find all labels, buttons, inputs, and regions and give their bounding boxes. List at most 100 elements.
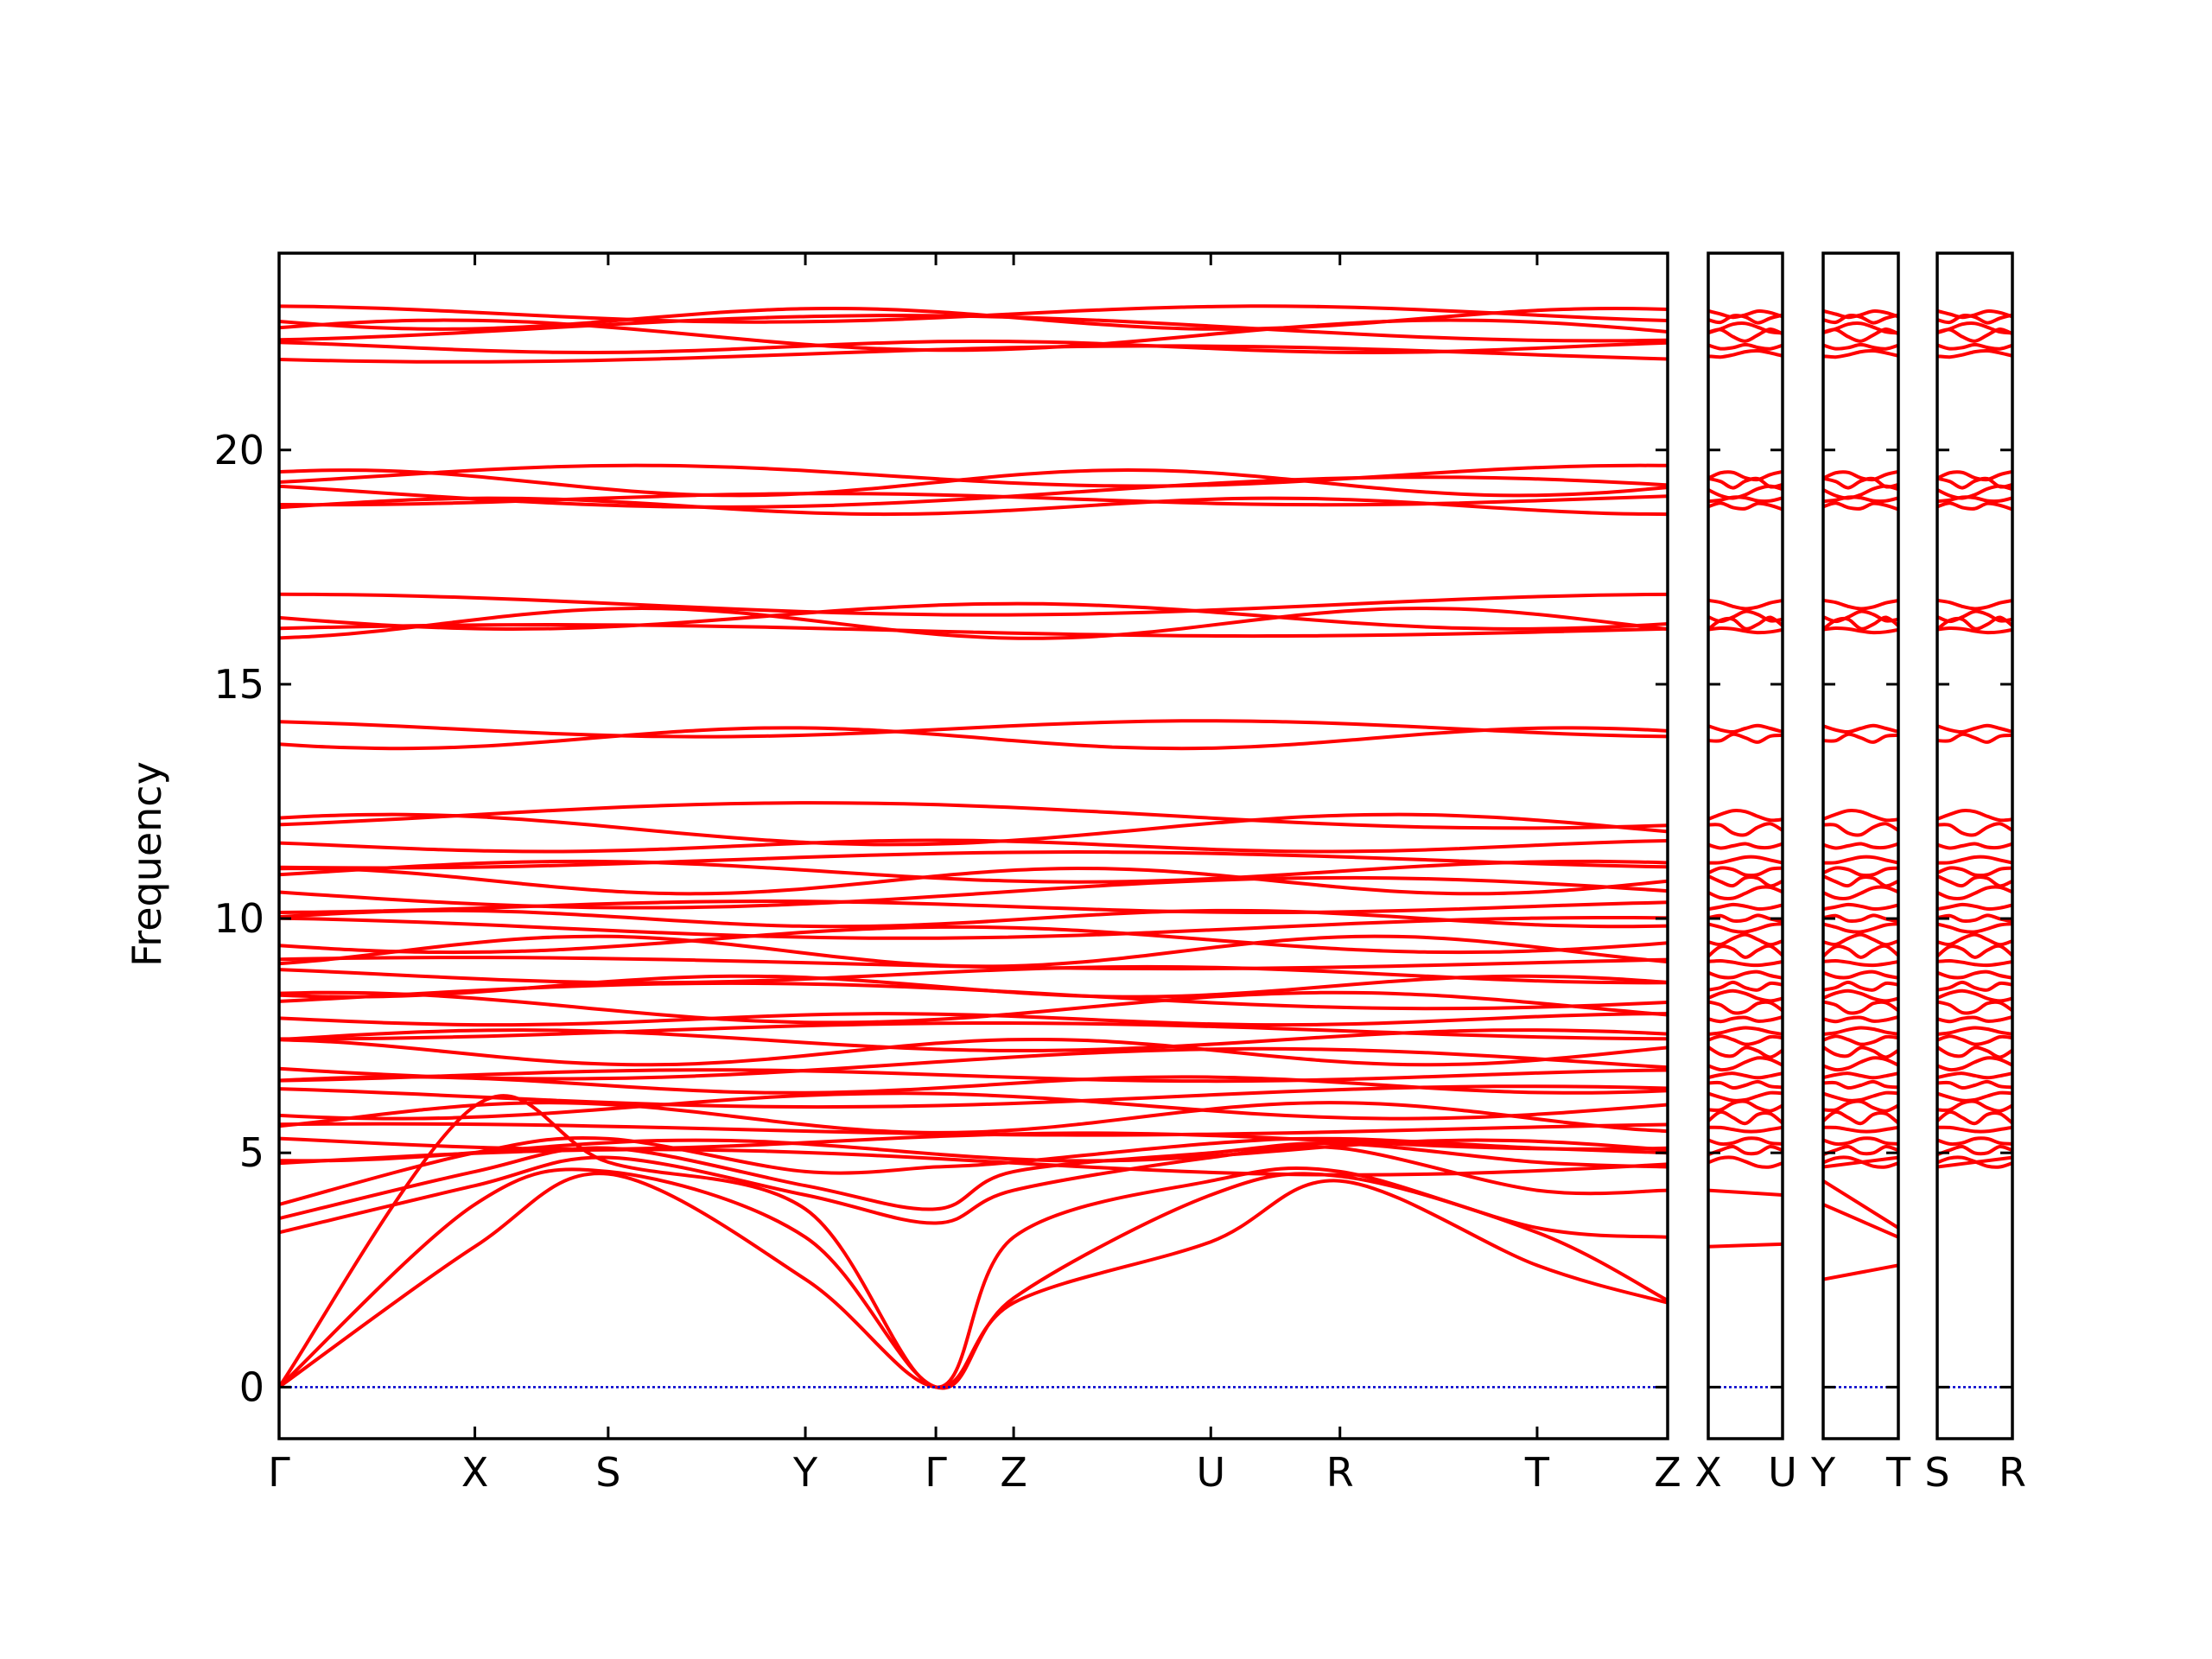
band-line (1708, 1109, 1783, 1126)
band-line (279, 463, 1668, 488)
x-tick-label: X (1694, 1449, 1722, 1496)
band-line (279, 838, 1668, 854)
band-line (1708, 969, 1783, 980)
band-line (1823, 1056, 1898, 1072)
band-line (1708, 1026, 1783, 1036)
band-line (1708, 988, 1783, 1003)
band-line (279, 1091, 1668, 1121)
band-line (1937, 1071, 2012, 1080)
band-line (1937, 866, 2012, 878)
band-line (279, 468, 1668, 498)
band-line (1708, 855, 1783, 865)
band-line (279, 849, 1668, 870)
band-line (1937, 969, 2012, 980)
band-line (1823, 342, 1898, 351)
band-line (1823, 1071, 1898, 1080)
band-line (1937, 1000, 2012, 1015)
band-line (1937, 855, 2012, 865)
band-line (279, 592, 1668, 617)
band-line (1708, 327, 1783, 343)
band-line (1823, 469, 1898, 482)
band-line (1823, 1263, 1898, 1281)
band-line (279, 801, 1668, 830)
band-line (1937, 1136, 2012, 1147)
band-line (1823, 1144, 1898, 1157)
band-line (1937, 958, 2012, 968)
band-line (279, 1094, 1668, 1389)
band-line (1708, 1136, 1783, 1147)
band-line (1708, 809, 1783, 823)
band-line (1823, 615, 1898, 631)
band-line (1708, 932, 1783, 947)
band-line (1708, 1079, 1783, 1090)
band-line (1708, 1090, 1783, 1103)
band-line (279, 607, 1668, 640)
band-line (279, 866, 1668, 896)
band-line (1937, 1046, 2012, 1059)
band-line (1937, 626, 2012, 635)
band-line (1823, 885, 1898, 900)
band-line (1937, 944, 2012, 959)
band-line (1823, 969, 1898, 980)
band-line (279, 1012, 1668, 1027)
band-line (1708, 598, 1783, 611)
y-tick-label: 5 (239, 1129, 264, 1176)
band-line (1708, 348, 1783, 359)
band-line (1708, 902, 1783, 912)
band-line (1823, 866, 1898, 878)
band-line (1708, 1034, 1783, 1046)
band-line (1823, 1034, 1898, 1046)
band-line (1937, 885, 2012, 900)
band-line (1708, 944, 1783, 959)
band-line (279, 1037, 1668, 1067)
band-line (279, 956, 1668, 971)
band-line (1823, 1179, 1898, 1230)
band-line (1823, 495, 1898, 504)
band-line (279, 964, 1668, 985)
bands-panel-3 (1823, 308, 1898, 1281)
x-tick-label: U (1196, 1449, 1225, 1496)
band-line (1823, 822, 1898, 837)
band-line (1708, 822, 1783, 837)
band-line (1937, 1099, 2012, 1113)
band-line (279, 1075, 1668, 1095)
band-line (279, 981, 1668, 1011)
x-tick-label: U (1768, 1449, 1797, 1496)
band-line (1708, 842, 1783, 850)
band-line (1937, 469, 2012, 482)
band-line (1937, 1056, 2012, 1072)
band-line (1708, 1056, 1783, 1072)
band-line (1937, 313, 2012, 325)
band-line (1937, 1144, 2012, 1157)
band-line (279, 1021, 1668, 1041)
x-tick-label: Y (792, 1449, 818, 1496)
band-line (279, 1138, 1668, 1163)
band-line (1823, 1046, 1898, 1059)
band-line (1823, 626, 1898, 635)
band-line (1708, 1155, 1783, 1169)
x-tick-label: X (461, 1449, 489, 1496)
band-line (1937, 932, 2012, 947)
band-line (1708, 958, 1783, 968)
y-tick-label: 10 (213, 895, 264, 942)
y-tick-label: 20 (213, 427, 264, 474)
band-line (1823, 308, 1898, 320)
band-line (1823, 1079, 1898, 1090)
band-line (1708, 313, 1783, 325)
band-line (1937, 913, 2012, 924)
bands-panel-2 (1708, 308, 1783, 1249)
band-line (1823, 1015, 1898, 1024)
band-line (1708, 501, 1783, 512)
band-line (1823, 484, 1898, 500)
band-line (1937, 902, 2012, 912)
band-line (279, 318, 1668, 353)
x-tick-label: R (1999, 1449, 2026, 1496)
band-line (1708, 980, 1783, 992)
band-line (1823, 842, 1898, 850)
panel-frame (1936, 251, 2014, 1440)
band-line (1937, 1090, 2012, 1103)
band-line (1937, 501, 2012, 512)
